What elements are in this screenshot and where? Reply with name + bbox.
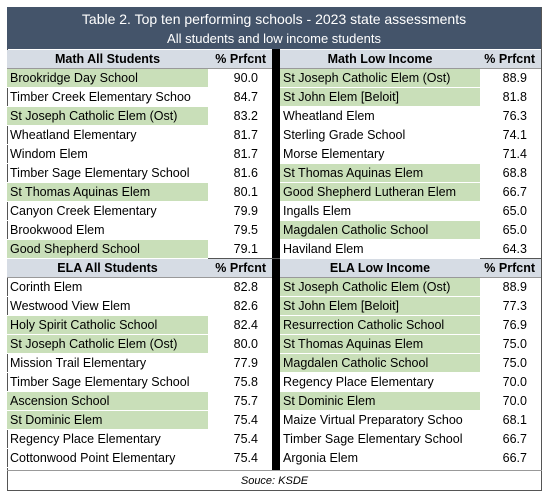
percent-value: 75.0 — [502, 356, 527, 370]
percent-value: 88.9 — [502, 280, 527, 294]
school-name: St Dominic Elem — [7, 411, 208, 430]
percent-value: 82.4 — [233, 318, 258, 332]
percent-value: 75.4 — [233, 451, 258, 465]
percent-value: 70.0 — [502, 394, 527, 408]
percent-value: 66.7 — [502, 451, 527, 465]
percent-value: 79.1 — [233, 242, 258, 256]
school-name: St Joseph Catholic Elem (Ost) — [280, 69, 480, 88]
school-name: Regency Place Elementary — [7, 430, 208, 449]
school-name: Magdalen Catholic School — [280, 221, 480, 240]
percent-value: 82.6 — [233, 299, 258, 313]
school-name: Ascension School — [7, 392, 208, 411]
percent-value: 83.2 — [233, 109, 258, 123]
school-name: Brookwood Elem — [7, 221, 208, 240]
school-name: Wheatland Elem — [280, 107, 480, 126]
percent-value: 65.0 — [502, 204, 527, 218]
percent-value: 75.4 — [233, 413, 258, 427]
panel-heading: ELA All Students — [7, 259, 208, 278]
school-name: Wheatland Elementary — [7, 126, 208, 145]
school-name: St John Elem [Beloit] — [280, 88, 480, 107]
percent-value: 66.7 — [502, 432, 527, 446]
title: Table 2. Top ten performing schools - 20… — [81, 11, 467, 27]
percent-value: 77.3 — [502, 299, 527, 313]
school-name: St Thomas Aquinas Elem — [280, 164, 480, 183]
percent-value: 65.0 — [502, 223, 527, 237]
percent-value: 66.7 — [502, 185, 527, 199]
school-name: Canyon Creek Elementary — [7, 202, 208, 221]
percent-value: 79.9 — [233, 204, 258, 218]
percent-value: 75.0 — [502, 337, 527, 351]
panel-heading: Math All Students — [7, 50, 208, 69]
school-name: St Thomas Aquinas Elem — [280, 335, 480, 354]
school-name: Windom Elem — [7, 145, 208, 164]
school-name: Regency Place Elementary — [280, 373, 480, 392]
percent-value: 81.6 — [233, 166, 258, 180]
value-heading: % Prfcnt — [480, 259, 541, 278]
school-name: Resurrection Catholic School — [280, 316, 480, 335]
percent-value: 68.8 — [502, 166, 527, 180]
school-name: Ingalls Elem — [280, 202, 480, 221]
school-name: Timber Sage Elementary School — [7, 164, 208, 183]
school-name: Sterling Grade School — [280, 126, 480, 145]
school-name: Westwood View Elem — [7, 297, 208, 316]
school-name: St John Elem [Beloit] — [280, 297, 480, 316]
school-name: Timber Sage Elementary School — [7, 373, 208, 392]
title-bar: Table 2. Top ten performing schools - 20… — [7, 7, 541, 49]
percent-value: 77.9 — [233, 356, 258, 370]
school-name: Mission Trail Elementary — [7, 354, 208, 373]
school-name: Timber Creek Elementary Schoo — [7, 88, 208, 107]
school-name: Magdalen Catholic School — [280, 354, 480, 373]
school-name: Timber Sage Elementary School — [280, 430, 480, 449]
school-name: Corinth Elem — [7, 278, 208, 297]
percent-value: 68.1 — [502, 413, 527, 427]
school-name: Haviland Elem — [280, 240, 480, 259]
school-name: Argonia Elem — [280, 449, 480, 468]
value-heading: % Prfcnt — [208, 50, 272, 69]
value-heading: % Prfcnt — [208, 259, 272, 278]
source: Souce: KSDE — [7, 470, 542, 490]
percent-value: 81.7 — [233, 128, 258, 142]
divider — [272, 49, 280, 470]
percent-value: 80.1 — [233, 185, 258, 199]
percent-value: 76.3 — [502, 109, 527, 123]
school-name: Maize Virtual Preparatory Schoo — [280, 411, 480, 430]
percent-value: 70.0 — [502, 375, 527, 389]
percent-value: 90.0 — [233, 71, 258, 85]
percent-value: 71.4 — [502, 147, 527, 161]
percent-value: 74.1 — [502, 128, 527, 142]
school-name: St Joseph Catholic Elem (Ost) — [7, 107, 208, 126]
school-name: Morse Elementary — [280, 145, 480, 164]
percent-value: 80.0 — [233, 337, 258, 351]
school-name: St Thomas Aquinas Elem — [7, 183, 208, 202]
percent-value: 79.5 — [233, 223, 258, 237]
percent-value: 81.7 — [233, 147, 258, 161]
value-heading: % Prfcnt — [480, 50, 541, 69]
percent-value: 75.7 — [233, 394, 258, 408]
percent-value: 88.9 — [502, 71, 527, 85]
percent-value: 76.9 — [502, 318, 527, 332]
subtitle: All students and low income students — [167, 31, 381, 46]
school-name: St Dominic Elem — [280, 392, 480, 411]
section-rule — [7, 258, 542, 259]
panel-heading: Math Low Income — [280, 50, 480, 69]
school-name: Good Shepherd Lutheran Elem — [280, 183, 480, 202]
school-name: Holy Spirit Catholic School — [7, 316, 208, 335]
percent-value: 81.8 — [502, 90, 527, 104]
percent-value: 75.8 — [233, 375, 258, 389]
school-name: St Joseph Catholic Elem (Ost) — [7, 335, 208, 354]
panel-heading: ELA Low Income — [280, 259, 480, 278]
percent-value: 84.7 — [233, 90, 258, 104]
school-name: Good Shepherd School — [7, 240, 208, 259]
school-name: St Joseph Catholic Elem (Ost) — [280, 278, 480, 297]
school-name: Brookridge Day School — [7, 69, 208, 88]
percent-value: 75.4 — [233, 432, 258, 446]
percent-value: 64.3 — [502, 242, 527, 256]
percent-value: 82.8 — [233, 280, 258, 294]
school-name: Cottonwood Point Elementary — [7, 449, 208, 468]
